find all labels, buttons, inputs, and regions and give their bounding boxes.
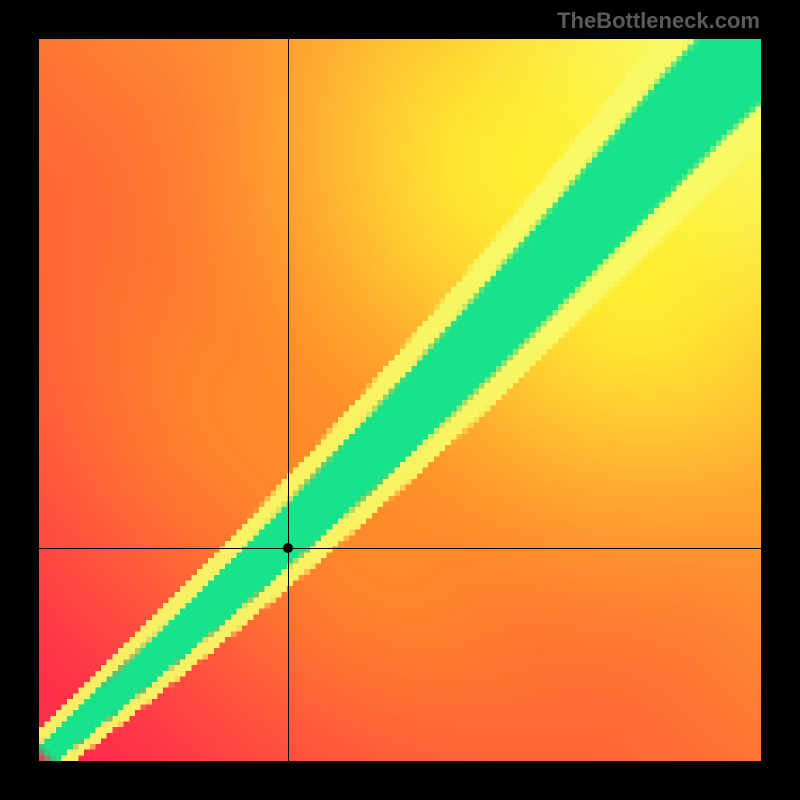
heatmap-canvas — [39, 39, 761, 761]
attribution-text: TheBottleneck.com — [557, 8, 760, 34]
heatmap-plot — [39, 39, 761, 761]
crosshair-horizontal — [39, 548, 761, 549]
crosshair-vertical — [288, 39, 289, 761]
